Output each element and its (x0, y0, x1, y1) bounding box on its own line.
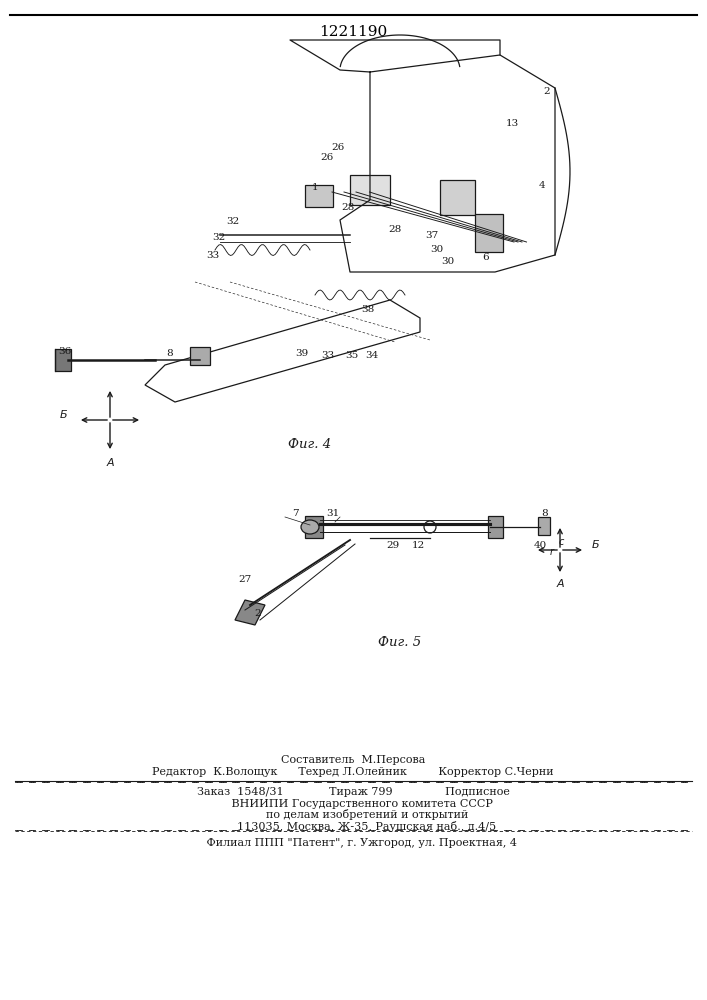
Text: 27: 27 (238, 576, 252, 584)
Text: Составитель  М.Персова: Составитель М.Персова (281, 755, 425, 765)
Text: 32: 32 (212, 233, 226, 242)
Text: 35: 35 (346, 352, 358, 360)
Text: 2: 2 (544, 88, 550, 97)
Text: 39: 39 (296, 349, 309, 358)
Text: 31: 31 (327, 508, 339, 518)
Text: 34: 34 (366, 352, 379, 360)
Text: Фиг. 4: Фиг. 4 (288, 438, 332, 452)
Text: 40: 40 (533, 542, 547, 550)
Text: Заказ  1548/31             Тираж 799               Подписное: Заказ 1548/31 Тираж 799 Подписное (197, 787, 510, 797)
Text: 26: 26 (320, 153, 334, 162)
Text: 26: 26 (332, 142, 344, 151)
Text: 2: 2 (255, 608, 262, 617)
Text: 7: 7 (292, 508, 298, 518)
Text: 29: 29 (386, 542, 399, 550)
Bar (55, 349, 71, 371)
Text: 33: 33 (206, 250, 220, 259)
Text: A: A (106, 458, 114, 468)
Text: Филиал ППП "Патент", г. Ужгород, ул. Проектная, 4: Филиал ППП "Патент", г. Ужгород, ул. Про… (189, 838, 517, 848)
Polygon shape (235, 600, 265, 625)
Text: 6: 6 (483, 253, 489, 262)
Bar (538, 517, 550, 535)
Text: A: A (556, 579, 563, 589)
Text: Фиг. 5: Фиг. 5 (378, 636, 421, 648)
Text: 28: 28 (388, 226, 402, 234)
Bar (305, 516, 323, 538)
Text: 37: 37 (426, 232, 438, 240)
Text: c: c (559, 537, 563, 547)
Text: Редактор  К.Волощук      Техред Л.Олейник         Корректор С.Черни: Редактор К.Волощук Техред Л.Олейник Корр… (152, 767, 554, 777)
Bar (350, 175, 390, 205)
Text: Б: Б (60, 410, 68, 420)
Text: 1221190: 1221190 (319, 25, 387, 39)
Text: 36: 36 (59, 348, 71, 357)
Text: 32: 32 (226, 218, 240, 227)
Text: 8: 8 (542, 510, 549, 518)
Text: r: r (550, 547, 554, 557)
Text: Б: Б (591, 540, 599, 550)
Bar (488, 516, 503, 538)
Text: 1: 1 (312, 184, 318, 192)
Bar (440, 180, 475, 215)
Text: 4: 4 (539, 180, 545, 190)
Text: 38: 38 (361, 306, 375, 314)
Text: 33: 33 (322, 352, 334, 360)
Text: 8: 8 (167, 349, 173, 358)
Text: 30: 30 (441, 257, 455, 266)
Text: 12: 12 (411, 542, 425, 550)
Text: 30: 30 (431, 245, 443, 254)
Circle shape (424, 521, 436, 533)
Text: 13: 13 (506, 118, 519, 127)
Text: по делам изобретений и открытий: по делам изобретений и открытий (238, 810, 468, 820)
Text: 28: 28 (341, 204, 355, 213)
Text: 113035, Москва, Ж-35, Раушская наб., д.4/5: 113035, Москва, Ж-35, Раушская наб., д.4… (209, 820, 496, 832)
Bar (190, 347, 210, 365)
Bar (475, 214, 503, 252)
Ellipse shape (301, 520, 319, 534)
Text: ВНИИПИ Государственного комитета СССР: ВНИИПИ Государственного комитета СССР (214, 799, 493, 809)
Bar (305, 185, 333, 207)
